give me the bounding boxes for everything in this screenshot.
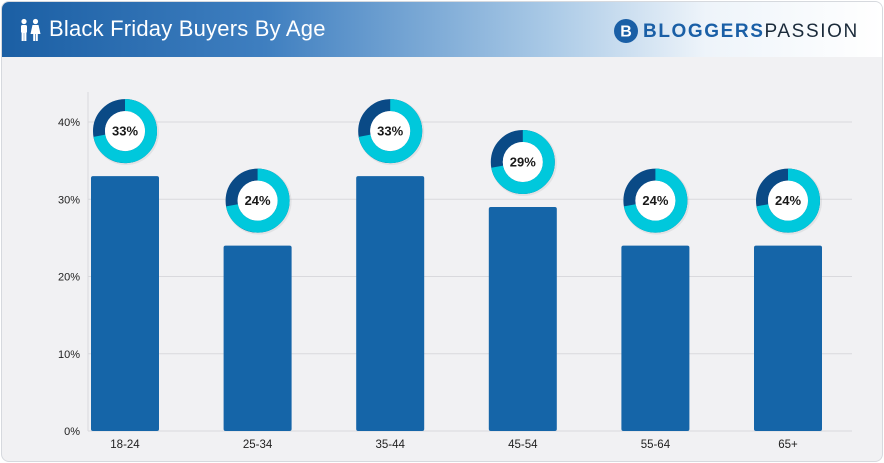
data-label: 33% [377,124,403,139]
data-label: 24% [642,193,668,208]
x-tick-label: 25-34 [243,439,273,451]
donut-center [635,180,676,221]
bloggerspassion-logo-icon: B [614,19,638,43]
people-icon [21,18,41,41]
svg-text:B: B [620,24,632,41]
donut-center [237,180,278,221]
data-label: 24% [775,193,801,208]
x-tick-label: 55-64 [641,439,671,451]
x-tick-label: 18-24 [110,439,140,451]
bar [91,176,159,431]
brand-name-part1: BLOGGERS [643,21,765,42]
donut-center [768,180,808,221]
x-tick-label: 35-44 [375,439,405,451]
bar [754,245,822,431]
donut-fill [490,129,555,194]
bar [621,245,690,431]
header-bar: Black Friday Buyers By Age B BLOGGERSPAS… [2,2,882,57]
bar [223,245,292,431]
y-tick-label: 10% [58,349,80,361]
bar [356,176,425,431]
y-tick-label: 0% [64,426,80,438]
donut-center [370,111,411,152]
donut-center [105,111,145,152]
page-title: Black Friday Buyers By Age [49,16,326,41]
donut-center [502,141,543,182]
bar [488,206,557,431]
y-tick-label: 40% [58,117,80,129]
brand-name: BLOGGERSPASSION [643,21,859,43]
y-tick-label: 30% [58,194,80,206]
donut-fill [756,168,820,233]
donut-fill [358,99,423,164]
x-tick-label: 65+ [778,439,798,451]
donut-fill [93,99,157,164]
donut-fill [623,168,688,233]
data-label: 24% [245,193,271,208]
data-label: 29% [510,154,536,169]
y-tick-label: 20% [58,272,80,284]
brand-name-part2: PASSION [764,21,859,42]
x-tick-label: 45-54 [508,439,538,451]
data-label: 33% [112,124,138,139]
donut-fill [225,168,290,233]
